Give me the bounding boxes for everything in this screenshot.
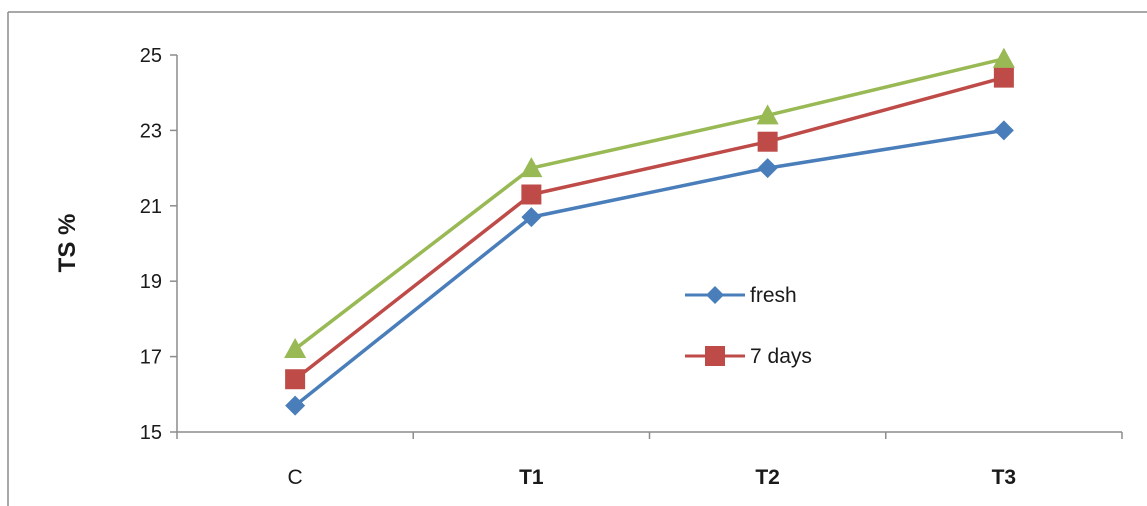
series-2 — [285, 67, 1014, 390]
data-point — [521, 207, 542, 228]
legend: fresh 7 days — [685, 284, 812, 368]
data-point — [993, 67, 1014, 88]
y-axis-title: TS % — [54, 214, 81, 273]
data-point — [284, 338, 307, 359]
legend-entry-fresh: fresh — [685, 284, 797, 307]
y-tick-label: 15 — [140, 422, 162, 444]
y-tick-label: 17 — [140, 347, 162, 369]
legend-label-7-days: 7 days — [750, 345, 812, 368]
data-point — [285, 369, 306, 390]
data-point — [757, 131, 778, 152]
x-axis-ticks: C T1 T2 T3 — [176, 432, 1123, 489]
data-point — [992, 47, 1015, 68]
x-tick-label: T2 — [755, 466, 780, 489]
data-point — [756, 104, 779, 125]
series-3 — [284, 47, 1015, 359]
series-layer — [284, 47, 1015, 416]
series-line — [294, 75, 1005, 381]
x-tick-label: T1 — [519, 466, 544, 489]
x-tick-label: C — [288, 466, 303, 489]
series-line — [294, 57, 1005, 351]
series-line — [294, 128, 1005, 407]
data-point — [520, 157, 543, 178]
legend-entry-7-days: 7 days — [685, 345, 812, 368]
data-point — [757, 158, 778, 179]
y-tick-label: 23 — [140, 120, 162, 142]
data-point — [285, 395, 306, 416]
legend-label-fresh: fresh — [750, 284, 797, 307]
data-point — [521, 184, 542, 205]
y-axis-ticks: 15 17 19 21 23 25 — [140, 45, 177, 444]
legend-marker-7-days — [705, 346, 725, 366]
series-1 — [285, 120, 1014, 416]
y-tick-label: 21 — [140, 196, 162, 218]
data-point — [993, 120, 1014, 141]
y-tick-label: 19 — [140, 271, 162, 293]
y-tick-label: 25 — [140, 45, 162, 67]
x-tick-label: T3 — [992, 466, 1017, 489]
legend-marker-fresh — [706, 286, 724, 304]
